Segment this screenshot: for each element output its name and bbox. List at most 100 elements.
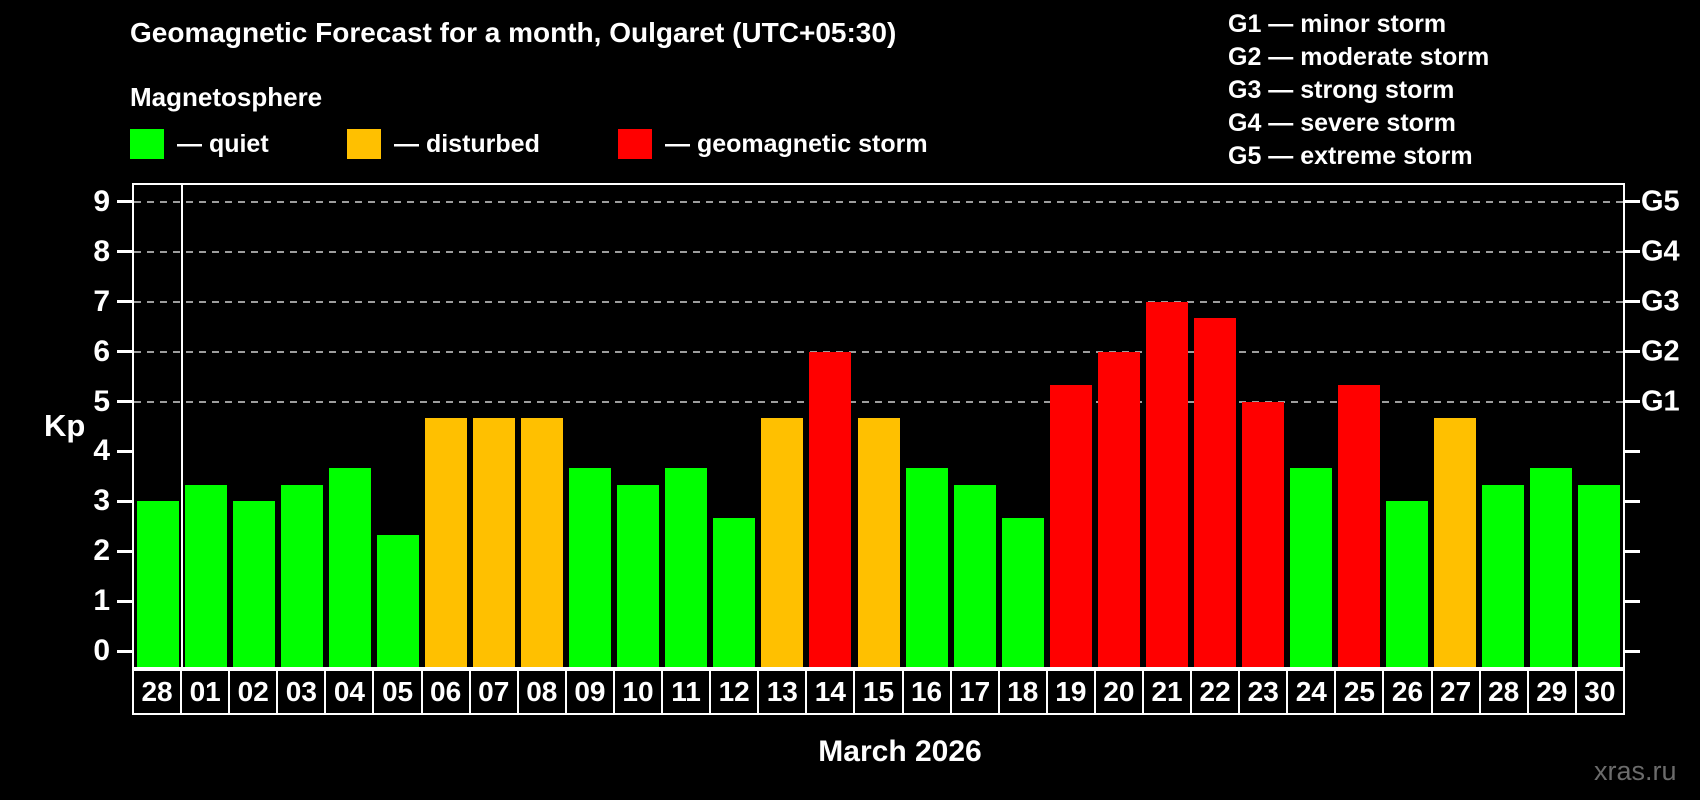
y-tick-left-9 (117, 200, 132, 204)
y-tick-right-9 (1625, 200, 1640, 204)
kp-bar-day-19 (1049, 385, 1092, 667)
y-tick-left-0 (117, 649, 132, 653)
month-caption: March 2026 (818, 735, 982, 768)
legend-item-quiet: — quiet (130, 127, 269, 161)
date-label: 28 (132, 669, 183, 715)
y-tick-left-2 (117, 549, 132, 553)
legend-item-storm: — geomagnetic storm (618, 127, 928, 161)
y-tick-label-3: 3 (93, 484, 110, 518)
y-tick-right-4 (1625, 449, 1640, 453)
magnetosphere-label: Magnetosphere (130, 82, 323, 112)
y-tick-label-9: 9 (93, 184, 110, 218)
storm-scale-legend: G1 — minor storm G2 — moderate storm G3 — … (1228, 8, 1489, 173)
gridline-kp5 (134, 400, 1623, 403)
date-label: 21 (1141, 669, 1193, 715)
storm-scale-line-g1: G1 — minor storm (1228, 10, 1447, 38)
date-label: 08 (516, 669, 567, 715)
month-separator (181, 185, 184, 667)
kp-bar-day-01 (185, 484, 228, 667)
date-label: 25 (1334, 669, 1385, 715)
kp-bar-day-30 (1577, 484, 1620, 667)
y-tick-left-7 (117, 300, 132, 304)
date-label: 05 (372, 669, 423, 715)
y-tick-right-0 (1625, 649, 1640, 653)
date-label: 23 (1238, 669, 1289, 715)
watermark: xras.ru (1594, 756, 1677, 786)
y-tick-right-3 (1625, 499, 1640, 503)
y-tick-right-7 (1625, 300, 1640, 304)
y-tick-left-3 (117, 499, 132, 503)
kp-bar-day-03 (281, 484, 324, 667)
g-scale-label-G4: G4 (1641, 235, 1680, 268)
date-label: 26 (1382, 669, 1433, 715)
date-label: 28 (1478, 669, 1529, 715)
date-label: 03 (276, 669, 327, 715)
date-label: 16 (901, 669, 952, 715)
kp-bar-day-15 (857, 418, 900, 667)
kp-bar-day-17 (953, 484, 996, 667)
kp-bar-day-02 (233, 501, 276, 667)
y-tick-label-2: 2 (93, 534, 110, 568)
date-label: 02 (228, 669, 279, 715)
date-label: 18 (997, 669, 1048, 715)
kp-bar-day-29 (1529, 467, 1572, 667)
storm-scale-line-g3: G3 — strong storm (1228, 76, 1455, 104)
legend-label-storm: — geomagnetic storm (665, 129, 928, 158)
y-tick-label-0: 0 (93, 634, 110, 667)
kp-bar-day-06 (425, 418, 468, 667)
legend-swatch-quiet (130, 129, 164, 159)
kp-bar-day-13 (761, 418, 804, 667)
kp-bar-day-27 (1433, 418, 1476, 667)
kp-bar-day-18 (1001, 517, 1044, 667)
y-tick-label-8: 8 (93, 234, 110, 268)
kp-bar-day-09 (569, 467, 612, 667)
storm-scale-line-g2: G2 — moderate storm (1228, 43, 1490, 71)
kp-bar-day-24 (1289, 467, 1332, 667)
kp-bar-day-04 (329, 467, 372, 667)
y-tick-label-7: 7 (93, 284, 110, 318)
date-label: 01 (180, 669, 231, 715)
y-tick-right-8 (1625, 250, 1640, 254)
y-tick-left-8 (117, 250, 132, 254)
date-label: 20 (1093, 669, 1144, 715)
y-tick-left-4 (117, 449, 132, 453)
date-label: 19 (1045, 669, 1096, 715)
kp-bar-day-28 (1481, 484, 1524, 667)
y-tick-label-5: 5 (93, 384, 110, 418)
date-label: 09 (564, 669, 615, 715)
kp-bar-day-10 (617, 484, 660, 667)
g-scale-label-G1: G1 (1641, 385, 1680, 418)
y-tick-left-6 (117, 350, 132, 354)
y-tick-right-2 (1625, 549, 1640, 553)
kp-bar-day-05 (377, 534, 420, 667)
storm-scale-line-g4: G4 — severe storm (1228, 109, 1456, 137)
g-scale-label-G2: G2 (1641, 335, 1680, 368)
y-tick-left-1 (117, 599, 132, 603)
kp-bar-day-28 (137, 501, 180, 667)
kp-bar-day-07 (473, 418, 516, 667)
y-tick-right-6 (1625, 350, 1640, 354)
gridline-kp7 (134, 300, 1623, 303)
kp-bar-day-16 (905, 467, 948, 667)
y-tick-right-5 (1625, 400, 1640, 404)
kp-bar-day-25 (1337, 385, 1380, 667)
date-label: 30 (1574, 669, 1625, 715)
date-label: 10 (612, 669, 664, 715)
date-label: 12 (709, 669, 760, 715)
legend-swatch-disturbed (347, 129, 381, 159)
kp-bar-day-21 (1145, 301, 1188, 667)
gridline-kp9 (134, 200, 1623, 203)
plot-area: 0 1 2 3 4 5 6 7 8 9 G1 G2 G3 G4 G5 (93, 183, 1680, 669)
kp-bar-day-12 (713, 517, 756, 667)
y-axis-label: Kp (44, 408, 86, 443)
y-tick-right-1 (1625, 599, 1640, 603)
date-label: 04 (324, 669, 375, 715)
date-label: 17 (949, 669, 1000, 715)
kp-level-legend: — quiet — disturbed — geomagnetic storm (130, 127, 1230, 161)
date-label: 24 (1286, 669, 1337, 715)
date-label: 06 (420, 669, 471, 715)
g-scale-label-G3: G3 (1641, 285, 1680, 318)
kp-bar-day-14 (809, 351, 852, 667)
gridline-kp8 (134, 250, 1623, 253)
